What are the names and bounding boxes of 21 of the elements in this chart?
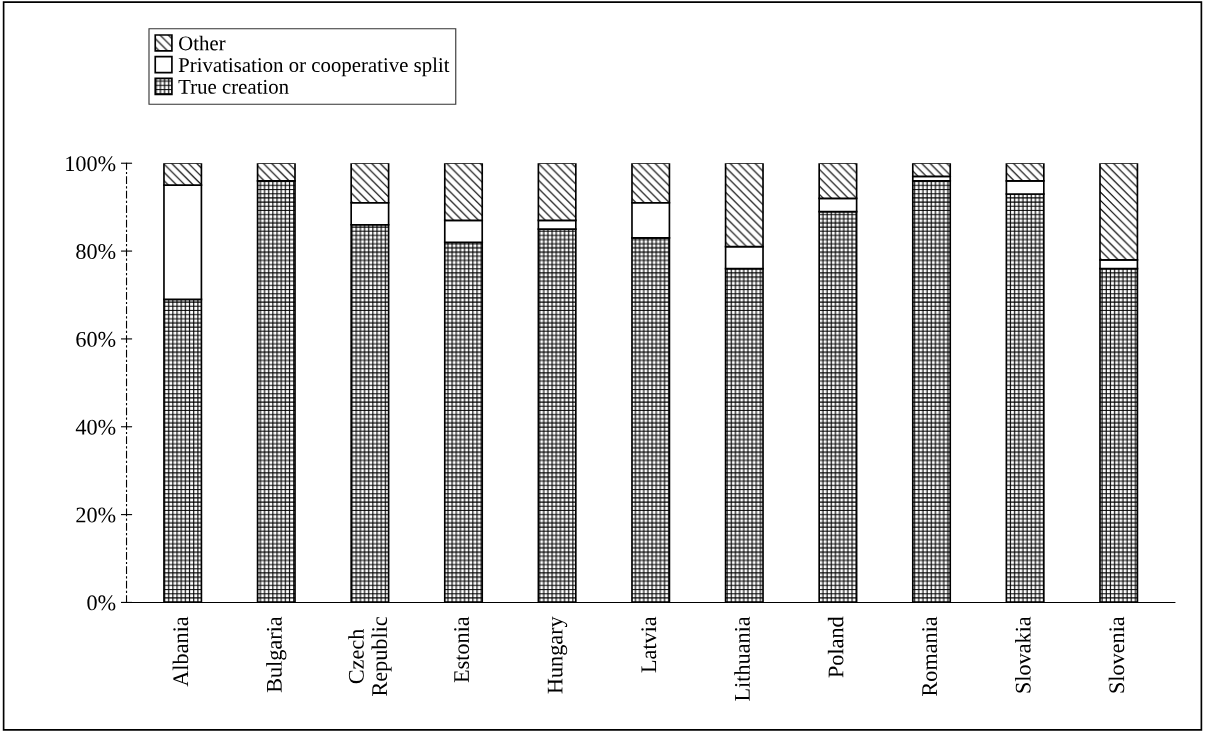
y-tick-label: 60% xyxy=(76,331,116,347)
x-tick-label: Poland xyxy=(827,616,844,678)
x-tick-label: Czech Republic xyxy=(348,617,392,696)
x-tick-label: Bulgaria xyxy=(266,616,287,693)
x-tick-label: Slovenia xyxy=(1108,616,1125,693)
y-tick-label: 80% xyxy=(76,244,116,260)
legend-label: True creation xyxy=(178,79,289,94)
x-tick-label: Lithuania xyxy=(734,616,750,701)
x-tick-label: Estonia xyxy=(454,616,470,683)
legend-label: Privatisation or cooperative split xyxy=(178,57,450,77)
bar xyxy=(911,163,952,178)
x-tick-label: Romania xyxy=(922,616,938,696)
y-tick-label: 100% xyxy=(66,156,116,172)
y-tick-label: 0% xyxy=(87,595,116,611)
y-tick-label: 20% xyxy=(76,507,116,523)
x-tick-label: Slovakia xyxy=(1015,616,1031,693)
y-tick-label: 40% xyxy=(75,419,116,435)
legend-label: Other xyxy=(179,35,226,51)
x-tick-label: Hungary xyxy=(547,616,568,694)
x-tick-label: Albania xyxy=(172,616,189,687)
x-tick-label: Latvia xyxy=(641,616,657,673)
